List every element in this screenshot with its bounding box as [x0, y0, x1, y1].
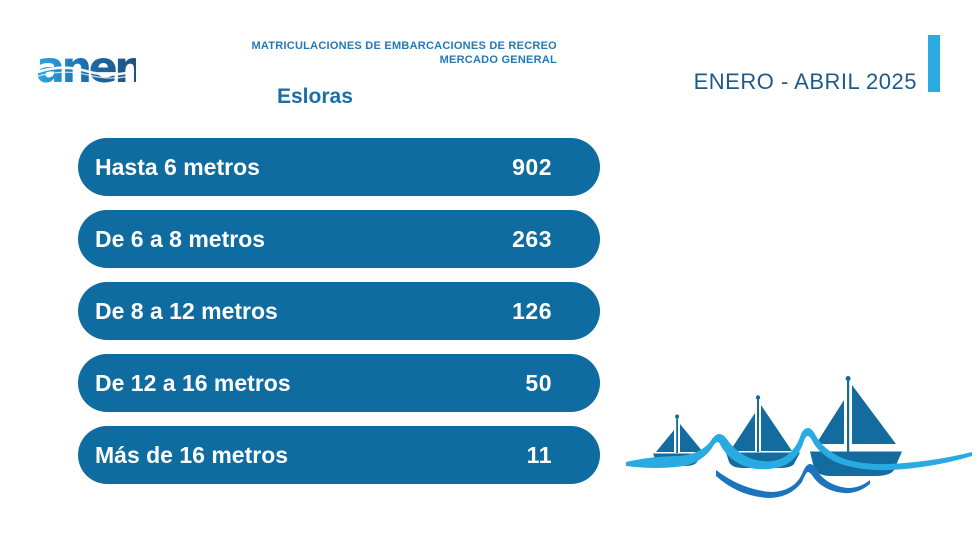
bar-value: 902 — [512, 153, 552, 180]
bar-label: De 6 a 8 metros — [95, 225, 266, 252]
bar-label: Hasta 6 metros — [95, 153, 260, 180]
table-row: Hasta 6 metros 902 — [78, 138, 600, 196]
sailboats-waves-graphic — [626, 376, 972, 498]
sailboats-waves-icon — [622, 372, 978, 512]
large-boat-mast-top — [845, 376, 851, 381]
mid-blue-wave — [716, 464, 870, 498]
chart-title: Esloras — [277, 85, 353, 108]
light-blue-wave — [626, 428, 972, 471]
period-label: ENERO - ABRIL 2025 — [693, 69, 917, 94]
bar-value: 11 — [526, 441, 552, 468]
bar-label: De 12 a 16 metros — [95, 369, 291, 396]
large-boat-jib-sail — [816, 400, 844, 444]
vertical-accent-bar — [928, 35, 940, 92]
table-row: De 12 a 16 metros 50 — [78, 354, 600, 412]
medium-boat-mast — [757, 398, 759, 452]
medium-boat-mast-top — [755, 395, 761, 400]
bar-value: 50 — [525, 369, 552, 396]
report-header: MATRICULACIONES DE EMBARCACIONES DE RECR… — [230, 39, 557, 67]
medium-boat-jib-sail — [730, 413, 755, 451]
small-boat-mast — [676, 417, 678, 453]
large-boat-mast — [847, 379, 850, 452]
bar-value: 126 — [512, 297, 552, 324]
anen-logo-graphic: anen — [36, 43, 146, 93]
small-boat-jib-sail — [656, 430, 674, 452]
logo-wave-swoosh-thin — [37, 71, 135, 79]
table-row: Más de 16 metros 11 — [78, 426, 600, 484]
logo-wave-swoosh — [37, 66, 135, 76]
bar-label: Más de 16 metros — [95, 441, 289, 468]
table-row: De 8 a 12 metros 126 — [78, 282, 600, 340]
bar-label: De 8 a 12 metros — [95, 297, 278, 324]
anen-logo: anen — [36, 42, 146, 93]
medium-boat-main-sail — [761, 405, 792, 451]
header-subtitle: MERCADO GENERAL — [439, 54, 557, 66]
header-title: MATRICULACIONES DE EMBARCACIONES DE RECR… — [251, 40, 557, 52]
small-boat-mast-top — [675, 414, 680, 419]
large-boat-main-sail — [852, 385, 896, 444]
bar-value: 263 — [512, 225, 552, 252]
table-row: De 6 a 8 metros 263 — [78, 210, 600, 268]
small-boat-main-sail — [680, 424, 703, 452]
length-bars-list: Hasta 6 metros 902 De 6 a 8 metros 263 D… — [78, 138, 600, 484]
